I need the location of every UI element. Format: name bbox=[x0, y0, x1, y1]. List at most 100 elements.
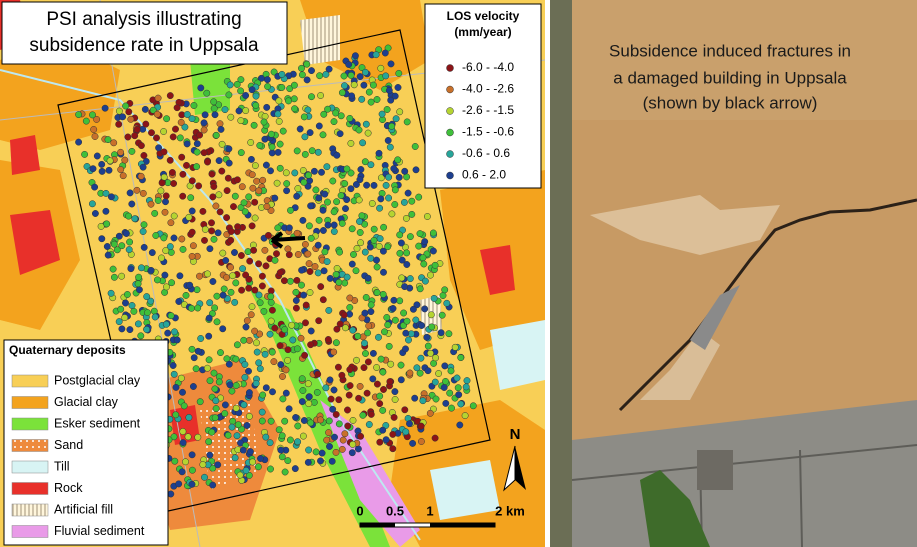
ps-point bbox=[137, 332, 145, 340]
ps-point bbox=[324, 105, 332, 113]
ps-point bbox=[242, 323, 250, 331]
ps-point bbox=[394, 156, 402, 164]
ps-point bbox=[232, 404, 240, 412]
ps-point bbox=[279, 127, 287, 135]
ps-point bbox=[344, 406, 351, 414]
ps-point bbox=[243, 422, 251, 429]
ps-point bbox=[252, 379, 260, 387]
ps-point bbox=[294, 422, 302, 430]
ps-point bbox=[210, 235, 218, 243]
legend-symbol bbox=[446, 150, 454, 158]
ps-point bbox=[267, 293, 275, 300]
ps-point bbox=[141, 105, 149, 113]
ps-point bbox=[168, 279, 176, 287]
ps-point bbox=[384, 243, 392, 251]
ps-point bbox=[188, 451, 196, 459]
ps-point bbox=[192, 365, 200, 373]
ps-point bbox=[148, 249, 156, 257]
ps-point bbox=[172, 411, 180, 419]
ps-point bbox=[196, 131, 204, 139]
ps-point bbox=[177, 118, 185, 126]
ps-point bbox=[377, 64, 385, 72]
ps-point bbox=[354, 445, 362, 453]
legend-label: -0.6 - 0.6 bbox=[462, 146, 510, 160]
ps-point bbox=[139, 189, 147, 197]
ps-point bbox=[341, 279, 349, 287]
ps-point bbox=[214, 229, 222, 237]
ps-point bbox=[260, 307, 268, 315]
ps-point bbox=[206, 245, 214, 253]
ps-point bbox=[188, 207, 196, 215]
ps-point bbox=[275, 117, 283, 125]
ps-point bbox=[396, 249, 404, 257]
ps-point bbox=[188, 228, 196, 236]
ps-point bbox=[154, 197, 162, 204]
ps-point bbox=[211, 111, 219, 119]
ps-point bbox=[334, 363, 342, 371]
ps-point bbox=[363, 389, 371, 397]
map-title-box: PSI analysis illustrating subsidence rat… bbox=[1, 1, 288, 65]
ps-point bbox=[363, 181, 371, 189]
ps-point bbox=[252, 101, 260, 109]
ps-point bbox=[338, 219, 346, 227]
ps-point bbox=[158, 179, 166, 187]
ps-point bbox=[387, 360, 395, 368]
ps-point bbox=[280, 277, 288, 285]
ps-point bbox=[356, 382, 364, 390]
ps-point bbox=[364, 358, 372, 366]
ps-point bbox=[315, 194, 323, 202]
ps-point bbox=[209, 193, 217, 201]
ps-point bbox=[257, 455, 264, 462]
ps-point bbox=[323, 436, 331, 444]
ps-point bbox=[279, 373, 286, 380]
ps-point bbox=[105, 166, 113, 174]
ps-point bbox=[453, 374, 461, 382]
ps-point bbox=[176, 134, 184, 142]
ps-point bbox=[179, 388, 186, 396]
ps-point bbox=[342, 324, 349, 332]
ps-point bbox=[251, 327, 259, 335]
ps-point bbox=[286, 85, 294, 93]
ps-point bbox=[125, 212, 133, 220]
ps-point bbox=[200, 149, 208, 157]
ps-point bbox=[107, 193, 115, 201]
ps-point bbox=[199, 461, 207, 469]
ps-point bbox=[267, 298, 275, 306]
ps-point bbox=[234, 421, 242, 429]
legend-swatch bbox=[11, 525, 49, 538]
ps-point bbox=[153, 134, 160, 142]
ps-point bbox=[217, 349, 224, 357]
ps-point bbox=[347, 139, 355, 147]
ps-point bbox=[160, 173, 168, 181]
ps-point bbox=[268, 143, 276, 151]
ps-point bbox=[127, 115, 135, 123]
legend-label: 0.6 - 2.0 bbox=[462, 168, 506, 182]
ps-point bbox=[239, 265, 247, 273]
ps-point bbox=[151, 209, 159, 217]
ps-point bbox=[177, 374, 185, 382]
ps-point bbox=[346, 366, 354, 374]
ps-point bbox=[379, 406, 387, 414]
ps-point bbox=[413, 364, 421, 372]
ps-point bbox=[361, 68, 369, 76]
ps-point bbox=[137, 172, 145, 180]
ps-point bbox=[121, 156, 129, 164]
photo-caption-line: (shown by black arrow) bbox=[643, 93, 818, 112]
ps-point bbox=[299, 432, 307, 440]
ps-point bbox=[91, 183, 99, 191]
legend-symbol bbox=[446, 107, 454, 115]
ps-point bbox=[357, 432, 365, 440]
ps-point bbox=[403, 249, 411, 257]
ps-point bbox=[307, 327, 315, 335]
ps-point bbox=[335, 420, 343, 428]
ps-point bbox=[310, 398, 318, 406]
ps-point bbox=[403, 118, 411, 126]
ps-point bbox=[240, 199, 248, 207]
ps-point bbox=[293, 229, 301, 237]
ps-point bbox=[369, 375, 377, 383]
ps-point bbox=[364, 129, 372, 137]
ps-point bbox=[233, 341, 241, 349]
ps-point bbox=[366, 243, 374, 251]
ps-point bbox=[178, 468, 186, 476]
ps-point bbox=[355, 394, 363, 402]
